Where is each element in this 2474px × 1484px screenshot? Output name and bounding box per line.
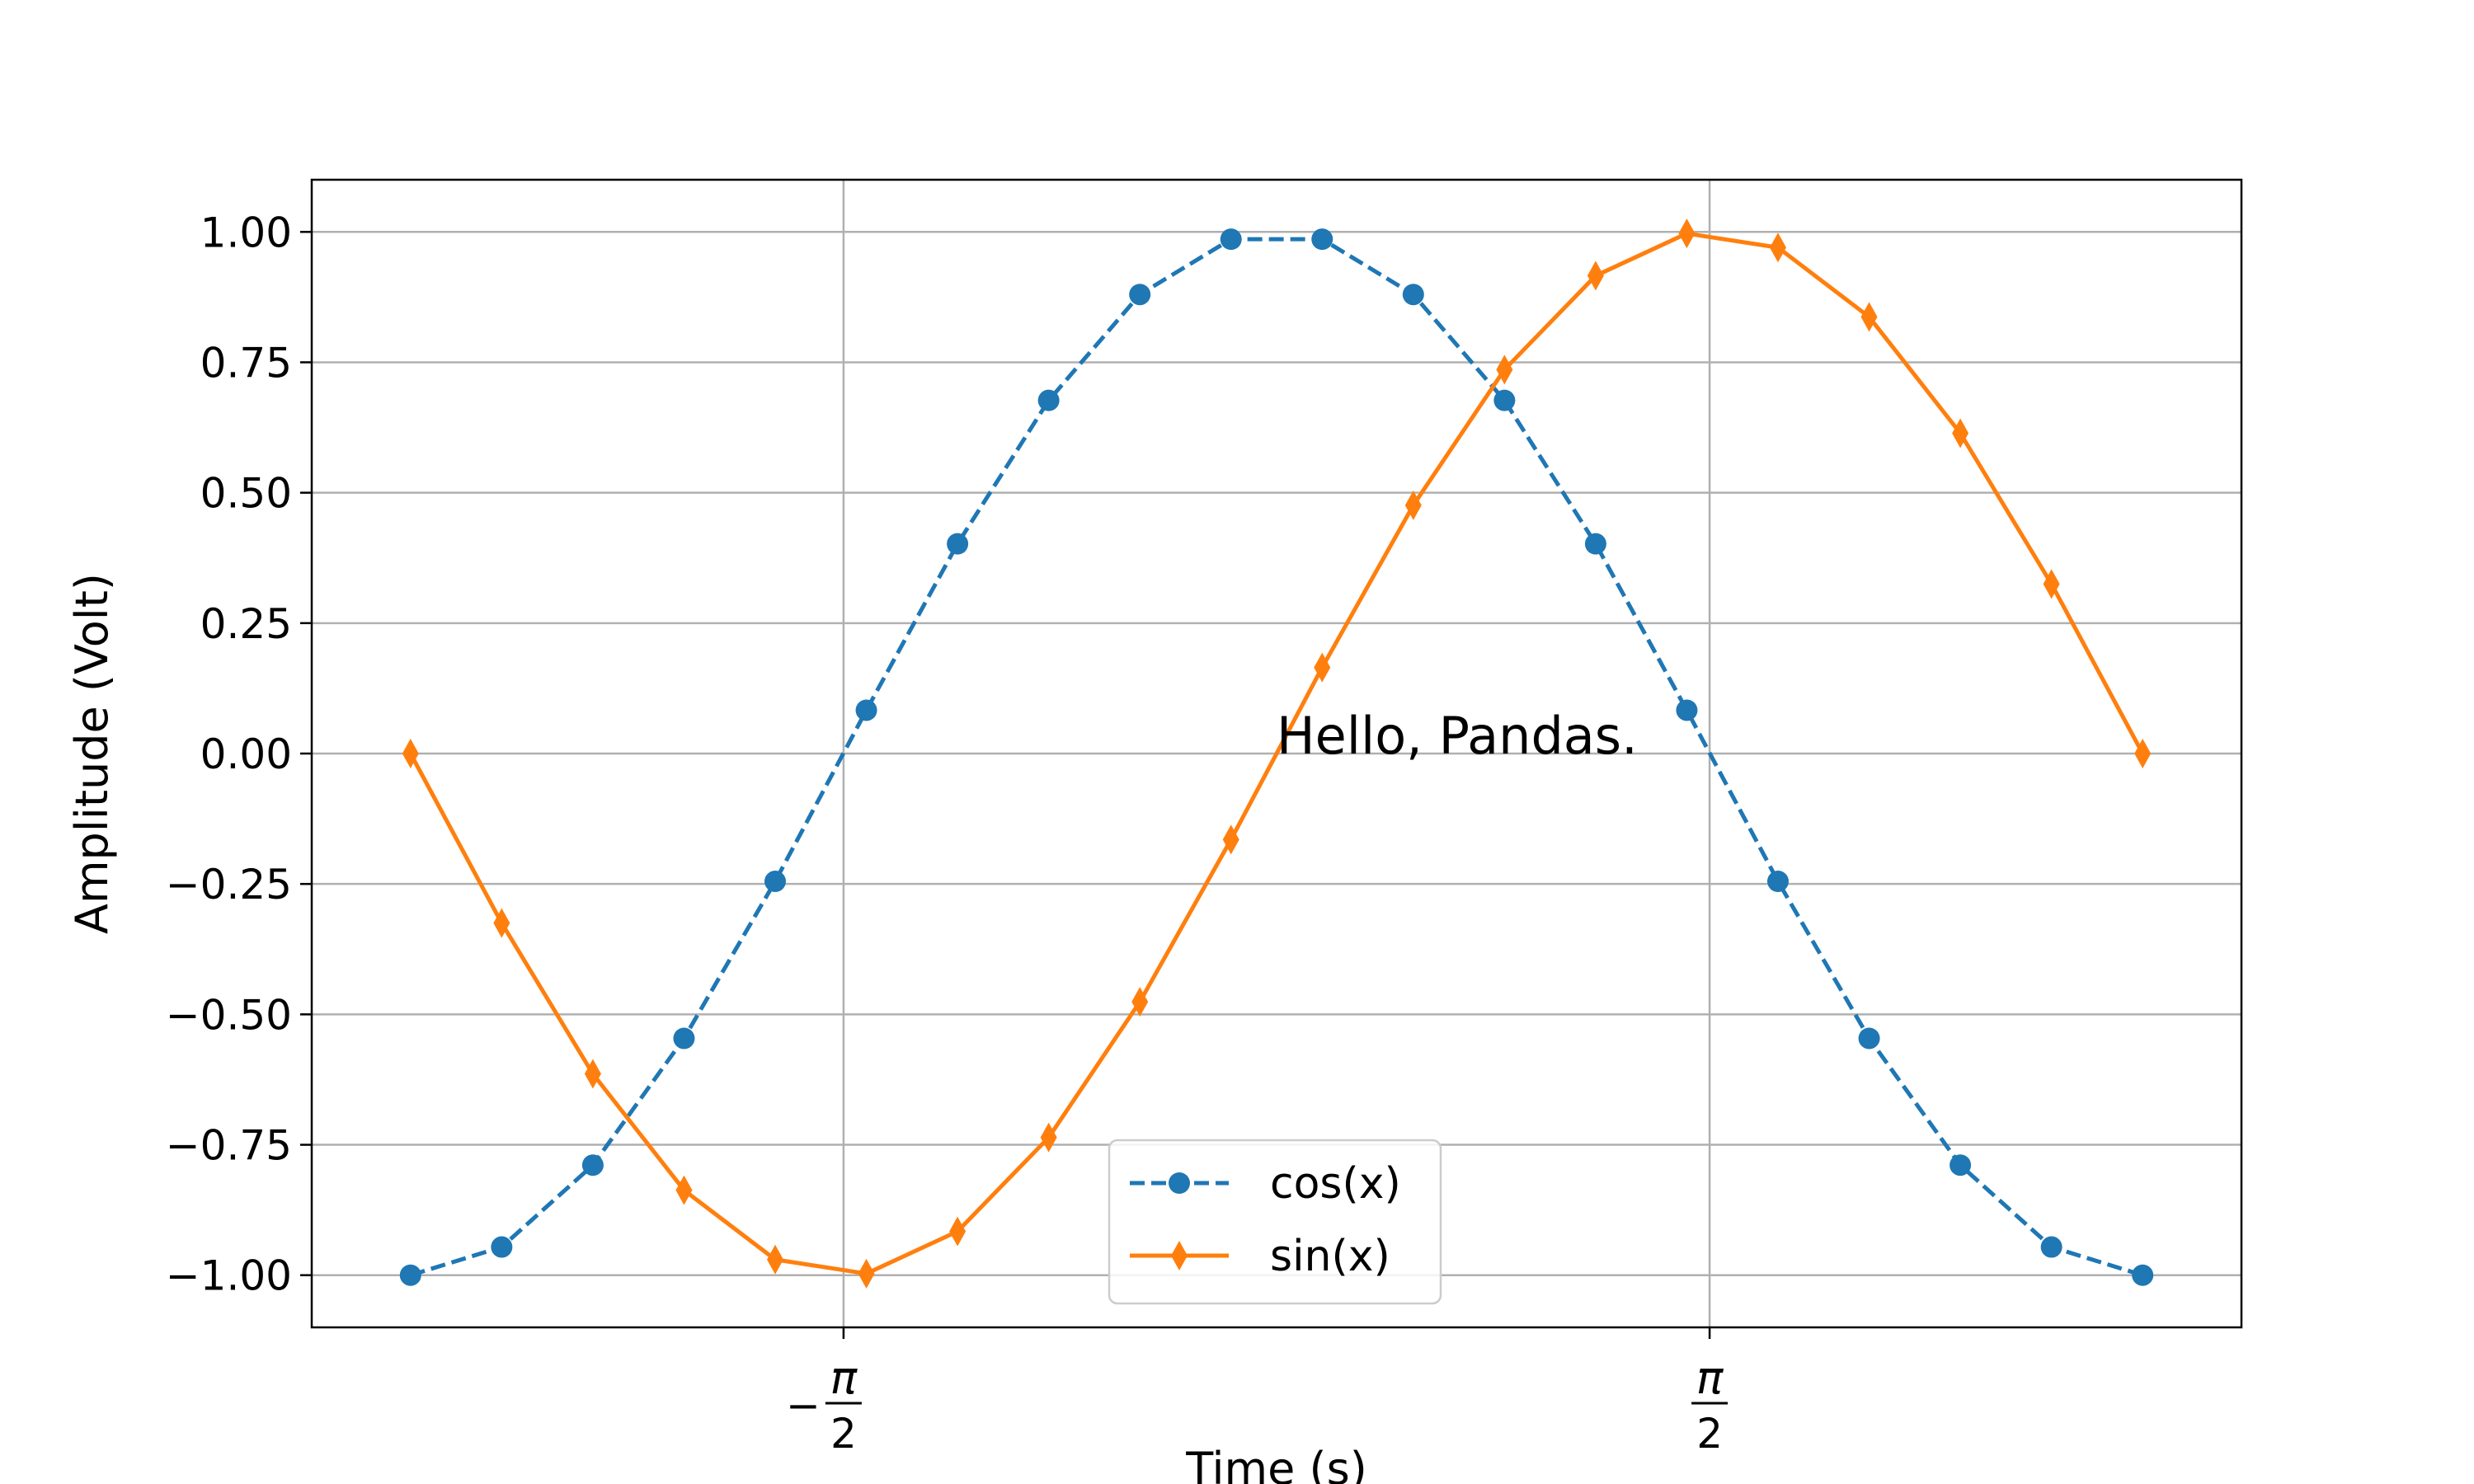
plot-series (399, 218, 2154, 1289)
data-point-cosx (581, 1154, 604, 1176)
data-point-cosx (1402, 284, 1424, 306)
data-point-cosx (1037, 389, 1060, 411)
data-point-cosx (1858, 1027, 1880, 1050)
data-point-sinx (767, 1244, 784, 1275)
data-point-cosx (947, 533, 969, 555)
data-point-sinx (1131, 987, 1149, 1017)
legend-marker-sin (1171, 1241, 1188, 1270)
legend-box (1108, 1139, 1442, 1305)
data-point-cosx (1493, 389, 1516, 411)
y-axis-label: Amplitude (Volt) (66, 573, 118, 934)
data-point-cosx (399, 1264, 421, 1286)
data-point-sinx (1860, 302, 1878, 332)
series-line-sinx (408, 231, 2145, 1276)
data-point-cosx (1676, 699, 1698, 721)
data-point-sinx (493, 908, 510, 938)
x-tick-numerator: π (830, 1352, 858, 1404)
y-tick-label: −0.75 (166, 1122, 292, 1170)
data-point-sinx (1222, 824, 1239, 855)
legend-label-sin: sin(x) (1270, 1232, 1390, 1281)
y-tick-label: 0.00 (200, 730, 292, 778)
x-tick-label: π 2− (786, 1352, 862, 1458)
data-point-sinx (675, 1175, 693, 1205)
y-tick-label: −0.50 (166, 991, 292, 1039)
data-point-cosx (1311, 228, 1333, 251)
data-point-sinx (584, 1059, 601, 1089)
data-point-cosx (673, 1027, 695, 1050)
legend: cos(x) sin(x) (1108, 1139, 1442, 1305)
data-point-cosx (2040, 1236, 2062, 1258)
x-tick-denominator: 2 (830, 1410, 857, 1458)
x-tick-denominator: 2 (1696, 1410, 1723, 1458)
data-point-sinx (2043, 569, 2060, 599)
y-tick-label: −1.00 (166, 1252, 292, 1300)
data-point-sinx (858, 1258, 875, 1289)
x-axis-label: Time (s) (1185, 1443, 1367, 1484)
x-tick-numerator: π (1696, 1352, 1724, 1404)
x-tick-label: π2 (1691, 1352, 1729, 1458)
data-point-sinx (1952, 418, 1969, 448)
data-point-sinx (1314, 652, 1331, 683)
data-point-cosx (1584, 533, 1606, 555)
legend-label-cos: cos(x) (1270, 1159, 1401, 1209)
data-point-sinx (402, 739, 419, 768)
data-point-cosx (491, 1236, 513, 1258)
legend-marker-cos (1169, 1172, 1190, 1194)
data-point-sinx (1040, 1122, 1057, 1153)
y-tick-label: 0.25 (200, 600, 292, 648)
data-point-sinx (1587, 261, 1604, 291)
y-tick-label: −0.25 (166, 861, 292, 909)
data-point-cosx (2132, 1264, 2154, 1286)
data-point-sinx (1769, 232, 1786, 263)
data-point-sinx (2134, 739, 2152, 768)
data-point-sinx (1678, 218, 1696, 249)
y-tick-label: 1.00 (200, 209, 292, 256)
data-point-cosx (764, 871, 787, 893)
y-tick-label: 0.50 (200, 470, 292, 518)
data-point-sinx (1404, 490, 1422, 520)
data-point-cosx (1220, 228, 1242, 251)
x-tick-sign: − (786, 1382, 821, 1430)
axis-ticks: 1.00 0.75 0.50 0.25 0.00 −0.25 −0.50 −0.75 −1.00… (166, 209, 1729, 1458)
data-point-sinx (949, 1216, 967, 1247)
data-point-cosx (1766, 871, 1789, 893)
y-tick-label: 0.75 (200, 339, 292, 387)
series-line-cosx (410, 237, 2143, 1278)
data-point-sinx (1496, 355, 1513, 385)
data-point-cosx (1129, 284, 1151, 306)
data-point-cosx (1950, 1154, 1972, 1176)
annotation-text: Hello, Pandas. (1277, 706, 1638, 766)
data-point-cosx (855, 699, 877, 721)
